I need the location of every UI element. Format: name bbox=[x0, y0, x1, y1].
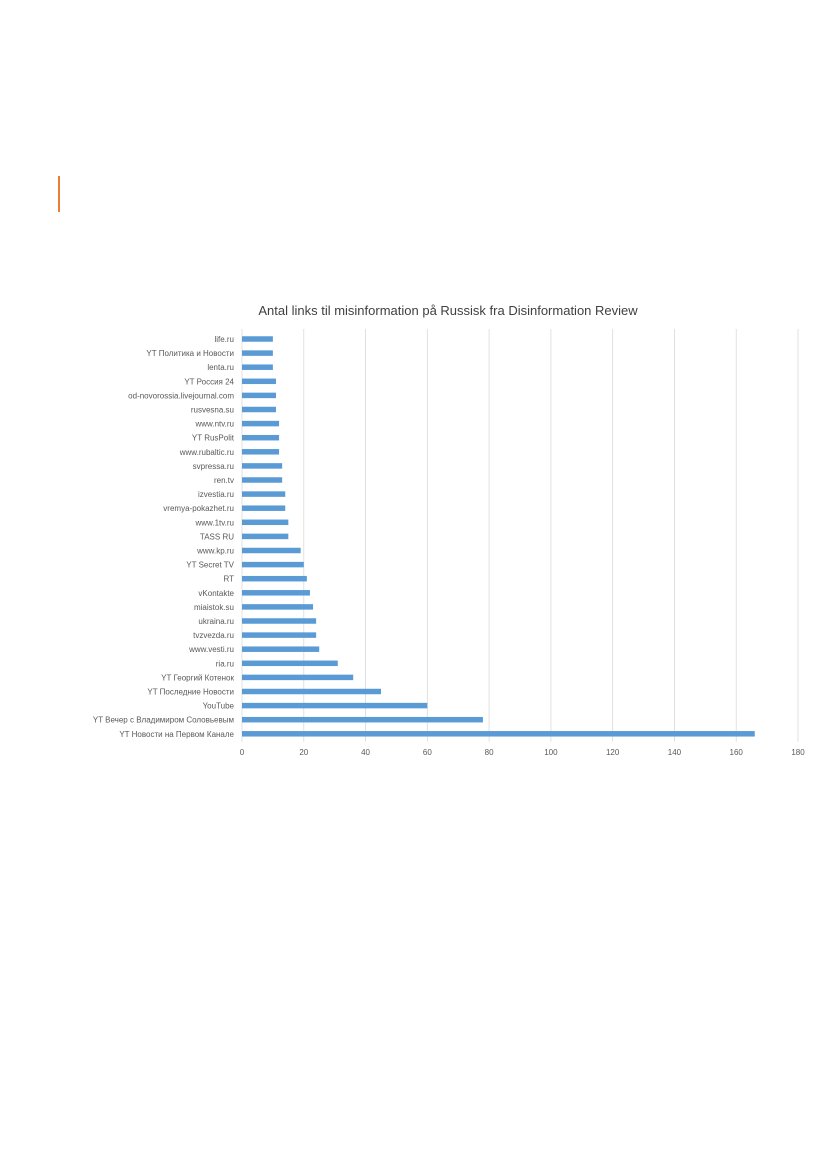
category-label: lenta.ru bbox=[207, 363, 234, 372]
bar bbox=[242, 561, 304, 568]
bar bbox=[242, 463, 283, 469]
bars bbox=[242, 336, 755, 737]
category-label: od-novorossia.livejournal.com bbox=[128, 391, 234, 400]
bar bbox=[242, 378, 276, 385]
bar bbox=[242, 674, 354, 681]
x-tick-label: 80 bbox=[485, 748, 494, 757]
category-label: www.rubaltic.ru bbox=[179, 448, 234, 457]
gridlines bbox=[241, 329, 799, 742]
category-label: www.1tv.ru bbox=[194, 518, 234, 527]
category-label: YT RusPolit bbox=[192, 434, 235, 443]
category-label: TASS RU bbox=[200, 532, 234, 541]
chart-title: Antal links til misinformation på Russis… bbox=[258, 303, 638, 318]
bar bbox=[242, 519, 289, 526]
category-label: YT Вечер с Владимиром Соловьевым bbox=[93, 716, 234, 725]
category-label: YT Россия 24 bbox=[184, 377, 234, 386]
bar bbox=[242, 533, 289, 540]
category-labels: life.ru YT Политика и Новости lenta.ru YT Р… bbox=[93, 335, 235, 739]
bar bbox=[242, 646, 320, 652]
category-label: YT Георгий Котенок bbox=[161, 673, 234, 682]
category-label: YT Последние Новости bbox=[147, 688, 234, 697]
bar bbox=[242, 477, 283, 483]
category-label: miaistok.su bbox=[194, 603, 234, 612]
bar bbox=[242, 575, 307, 582]
bar bbox=[242, 716, 483, 723]
bar-chart: Antal links til misinformation på Russis… bbox=[93, 303, 805, 757]
category-label: YouTube bbox=[203, 702, 235, 711]
x-tick-label: 40 bbox=[361, 748, 370, 757]
bar bbox=[242, 660, 338, 667]
bar bbox=[242, 702, 428, 709]
bar bbox=[242, 336, 273, 342]
bar bbox=[242, 604, 314, 610]
x-tick-labels: 0 20 40 60 80 100 120 140 160 180 bbox=[240, 748, 805, 757]
category-label: YT Новости на Первом Канале bbox=[119, 730, 234, 739]
bar bbox=[242, 688, 381, 695]
bar bbox=[242, 392, 276, 399]
bar bbox=[242, 618, 317, 624]
x-tick-label: 20 bbox=[299, 748, 308, 757]
x-tick-label: 140 bbox=[668, 748, 682, 757]
category-label: ria.ru bbox=[216, 659, 234, 668]
category-label: vKontakte bbox=[198, 589, 234, 598]
category-label: www.vesti.ru bbox=[188, 645, 234, 654]
x-tick-label: 160 bbox=[730, 748, 744, 757]
category-label: YT Политика и Новости bbox=[146, 349, 234, 358]
x-tick-label: 0 bbox=[240, 748, 245, 757]
category-label: svpressa.ru bbox=[193, 462, 234, 471]
bar bbox=[242, 406, 276, 413]
bar bbox=[242, 449, 280, 455]
x-tick-label: 100 bbox=[544, 748, 558, 757]
category-label: www.ntv.ru bbox=[194, 420, 234, 429]
x-tick-label: 120 bbox=[606, 748, 620, 757]
category-label: YT Secret TV bbox=[186, 561, 234, 570]
category-label: tvzvezda.ru bbox=[193, 631, 234, 640]
accent-bar bbox=[58, 176, 60, 212]
bar bbox=[242, 632, 317, 638]
bar bbox=[242, 731, 755, 737]
category-label: rusvesna.su bbox=[191, 406, 234, 415]
bar bbox=[242, 547, 301, 554]
x-tick-label: 180 bbox=[791, 748, 805, 757]
bar bbox=[242, 420, 280, 427]
x-tick-label: 60 bbox=[423, 748, 432, 757]
category-label: izvestia.ru bbox=[198, 490, 234, 499]
category-label: life.ru bbox=[214, 335, 234, 344]
category-label: www.kp.ru bbox=[196, 547, 234, 556]
bar bbox=[242, 350, 273, 356]
bar bbox=[242, 364, 273, 370]
category-label: ren.tv bbox=[214, 476, 234, 485]
bar bbox=[242, 434, 280, 441]
bar bbox=[242, 505, 286, 511]
category-label: ukraina.ru bbox=[198, 617, 234, 626]
category-label: RT bbox=[223, 575, 234, 584]
bar bbox=[242, 491, 286, 497]
category-label: vremya-pokazhet.ru bbox=[163, 504, 234, 513]
bar bbox=[242, 590, 310, 596]
